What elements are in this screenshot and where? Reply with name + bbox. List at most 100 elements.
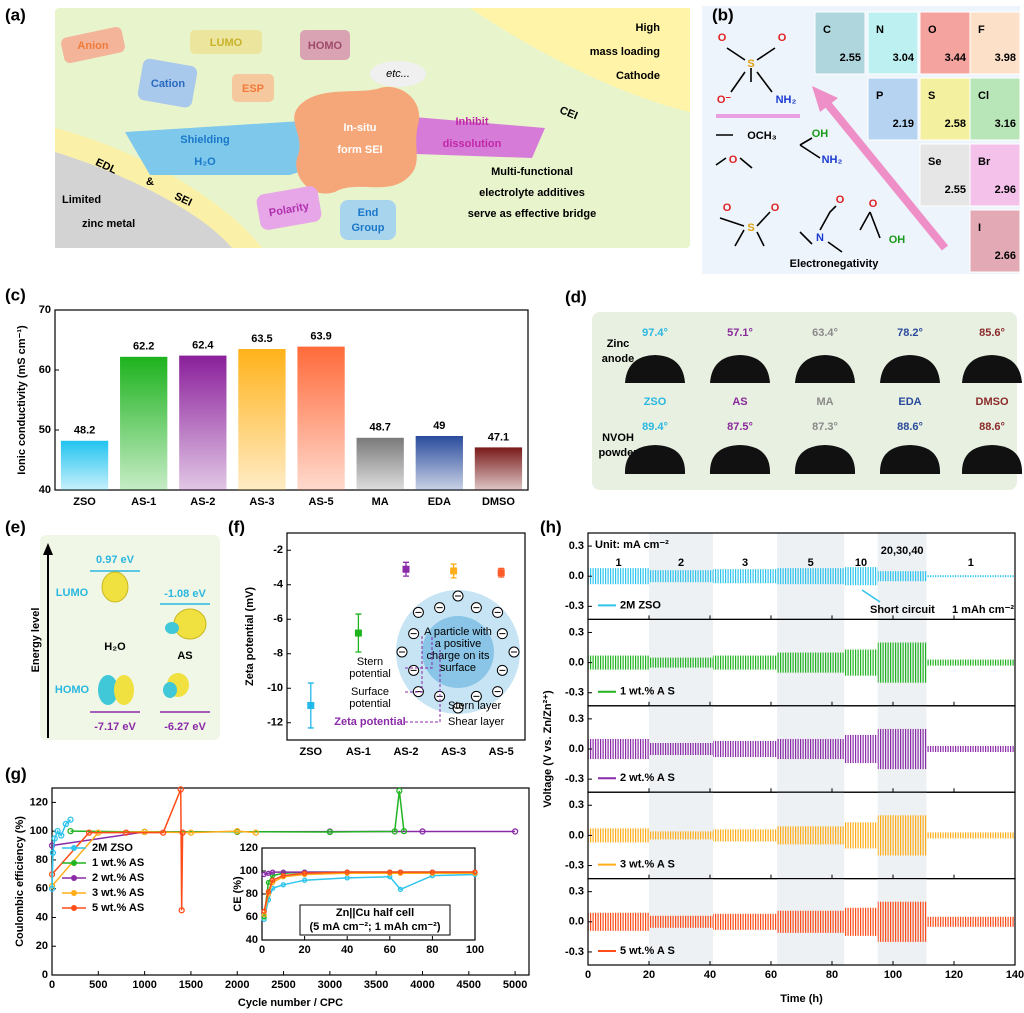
x-tick-label: AS-1	[131, 496, 156, 508]
annotation: potential	[349, 698, 391, 710]
voltage-band	[844, 567, 878, 586]
edl-region	[55, 128, 262, 248]
bar	[120, 356, 168, 490]
atom-label: O	[723, 202, 732, 214]
element-tile	[867, 77, 919, 141]
x-tick-label: 80	[426, 944, 438, 956]
point	[62, 820, 70, 828]
voltage-band	[926, 659, 1015, 666]
x-tick-label: 60	[765, 969, 777, 981]
point	[67, 816, 74, 823]
row-label: powder	[598, 447, 638, 459]
x-tick-label: 0	[585, 969, 591, 981]
etc-piece	[370, 61, 426, 87]
y-tick-label: 0	[42, 969, 48, 981]
voltage-band	[844, 734, 878, 764]
sample-name: DMSO	[976, 396, 1009, 408]
energy-value: -7.17 eV	[94, 721, 136, 733]
element-tile	[919, 11, 971, 75]
point	[511, 828, 519, 835]
voltage-band	[713, 740, 778, 758]
series-line	[51, 819, 72, 889]
atom-label: O⁻	[717, 94, 732, 106]
sei-puzzle	[294, 86, 420, 194]
voltage-band	[877, 815, 927, 856]
atom-label: NH₂	[822, 154, 843, 166]
cathode-text: Cathode	[616, 70, 660, 82]
particle-text: a positive	[435, 638, 481, 650]
y-tick-label: 0.3	[569, 626, 584, 638]
y-tick-label: -4	[273, 579, 284, 591]
series-line	[263, 871, 475, 912]
legend-label: 2 wt.% AS	[92, 872, 144, 884]
element-symbol: I	[978, 222, 981, 234]
x-tick-label: 2000	[225, 979, 249, 991]
voltage-band	[926, 916, 1015, 927]
y-tick-label: 40	[36, 911, 48, 923]
panel-a: (a) High mass loading Cathode Anion LUMO…	[5, 5, 690, 248]
y-tick-label: 80	[246, 888, 258, 900]
point	[402, 565, 410, 573]
voltage-band	[926, 832, 1015, 839]
element-symbol: C	[823, 24, 831, 36]
y-tick-label: 0.0	[569, 829, 584, 841]
x-tick-label: DMSO	[482, 496, 515, 508]
element-value: 2.66	[995, 250, 1016, 262]
voltage-band	[588, 828, 649, 843]
voltage-band	[926, 575, 1015, 578]
x-tick-label: 100	[884, 969, 902, 981]
element-symbol: Se	[928, 156, 941, 168]
x-tick-label: AS-5	[309, 496, 334, 508]
x-tick-label: 0	[259, 944, 265, 956]
element-tile	[814, 11, 866, 75]
y-tick-label: -0.3	[565, 946, 584, 958]
y-tick-label: 40	[246, 934, 258, 946]
y-axis-label: Zeta potential (mV)	[244, 587, 256, 686]
cation-text: Cation	[151, 78, 186, 90]
electronegativity-arrow	[822, 99, 949, 251]
guide	[405, 636, 441, 723]
x-tick-label: 140	[1006, 969, 1024, 981]
point	[419, 828, 426, 835]
axis-label: Energy level	[30, 608, 42, 673]
y-tick-label: 100	[240, 865, 258, 877]
point	[48, 885, 56, 892]
inhibit-text: dissolution	[443, 138, 502, 150]
voltage-band	[844, 649, 878, 676]
sample-name: EDA	[898, 396, 921, 408]
droplet	[961, 445, 1023, 474]
droplet	[880, 355, 940, 383]
rate-label: 1	[615, 557, 621, 569]
voltage-band	[877, 642, 927, 683]
element-symbol: P	[876, 90, 883, 102]
point	[301, 870, 308, 876]
legend-label: 1 wt.% AS	[92, 857, 144, 869]
panel-label: (a)	[5, 5, 26, 24]
point	[280, 872, 286, 879]
zinc-region	[55, 152, 232, 248]
element-value: 2.55	[840, 52, 861, 64]
y-axis-label: Coulombic efficiency (%)	[14, 816, 26, 947]
x-tick-label: AS-2	[393, 746, 418, 758]
panel-label: (f)	[228, 517, 245, 536]
bar	[238, 349, 286, 490]
atom-label: NH₂	[776, 94, 797, 106]
value-label: 48.2	[74, 425, 95, 437]
rate-label: 1	[968, 557, 974, 569]
x-tick-label: AS-3	[441, 746, 466, 758]
point	[429, 869, 436, 875]
additives-text: Multi-functional	[491, 166, 573, 178]
voltage-band	[877, 728, 927, 770]
point	[159, 829, 167, 836]
x-tick-label: 40	[341, 944, 353, 956]
element-value: 3.16	[995, 118, 1016, 130]
x-tick-label: 4500	[457, 979, 481, 991]
additives-text: serve as effective bridge	[468, 208, 596, 220]
underline	[716, 114, 800, 118]
endgroup-piece	[340, 200, 396, 240]
point	[400, 828, 408, 835]
droplet	[794, 445, 856, 474]
y-tick-label: 120	[240, 842, 258, 854]
x-tick-label: AS-1	[346, 746, 371, 758]
voltage-band	[713, 913, 778, 930]
